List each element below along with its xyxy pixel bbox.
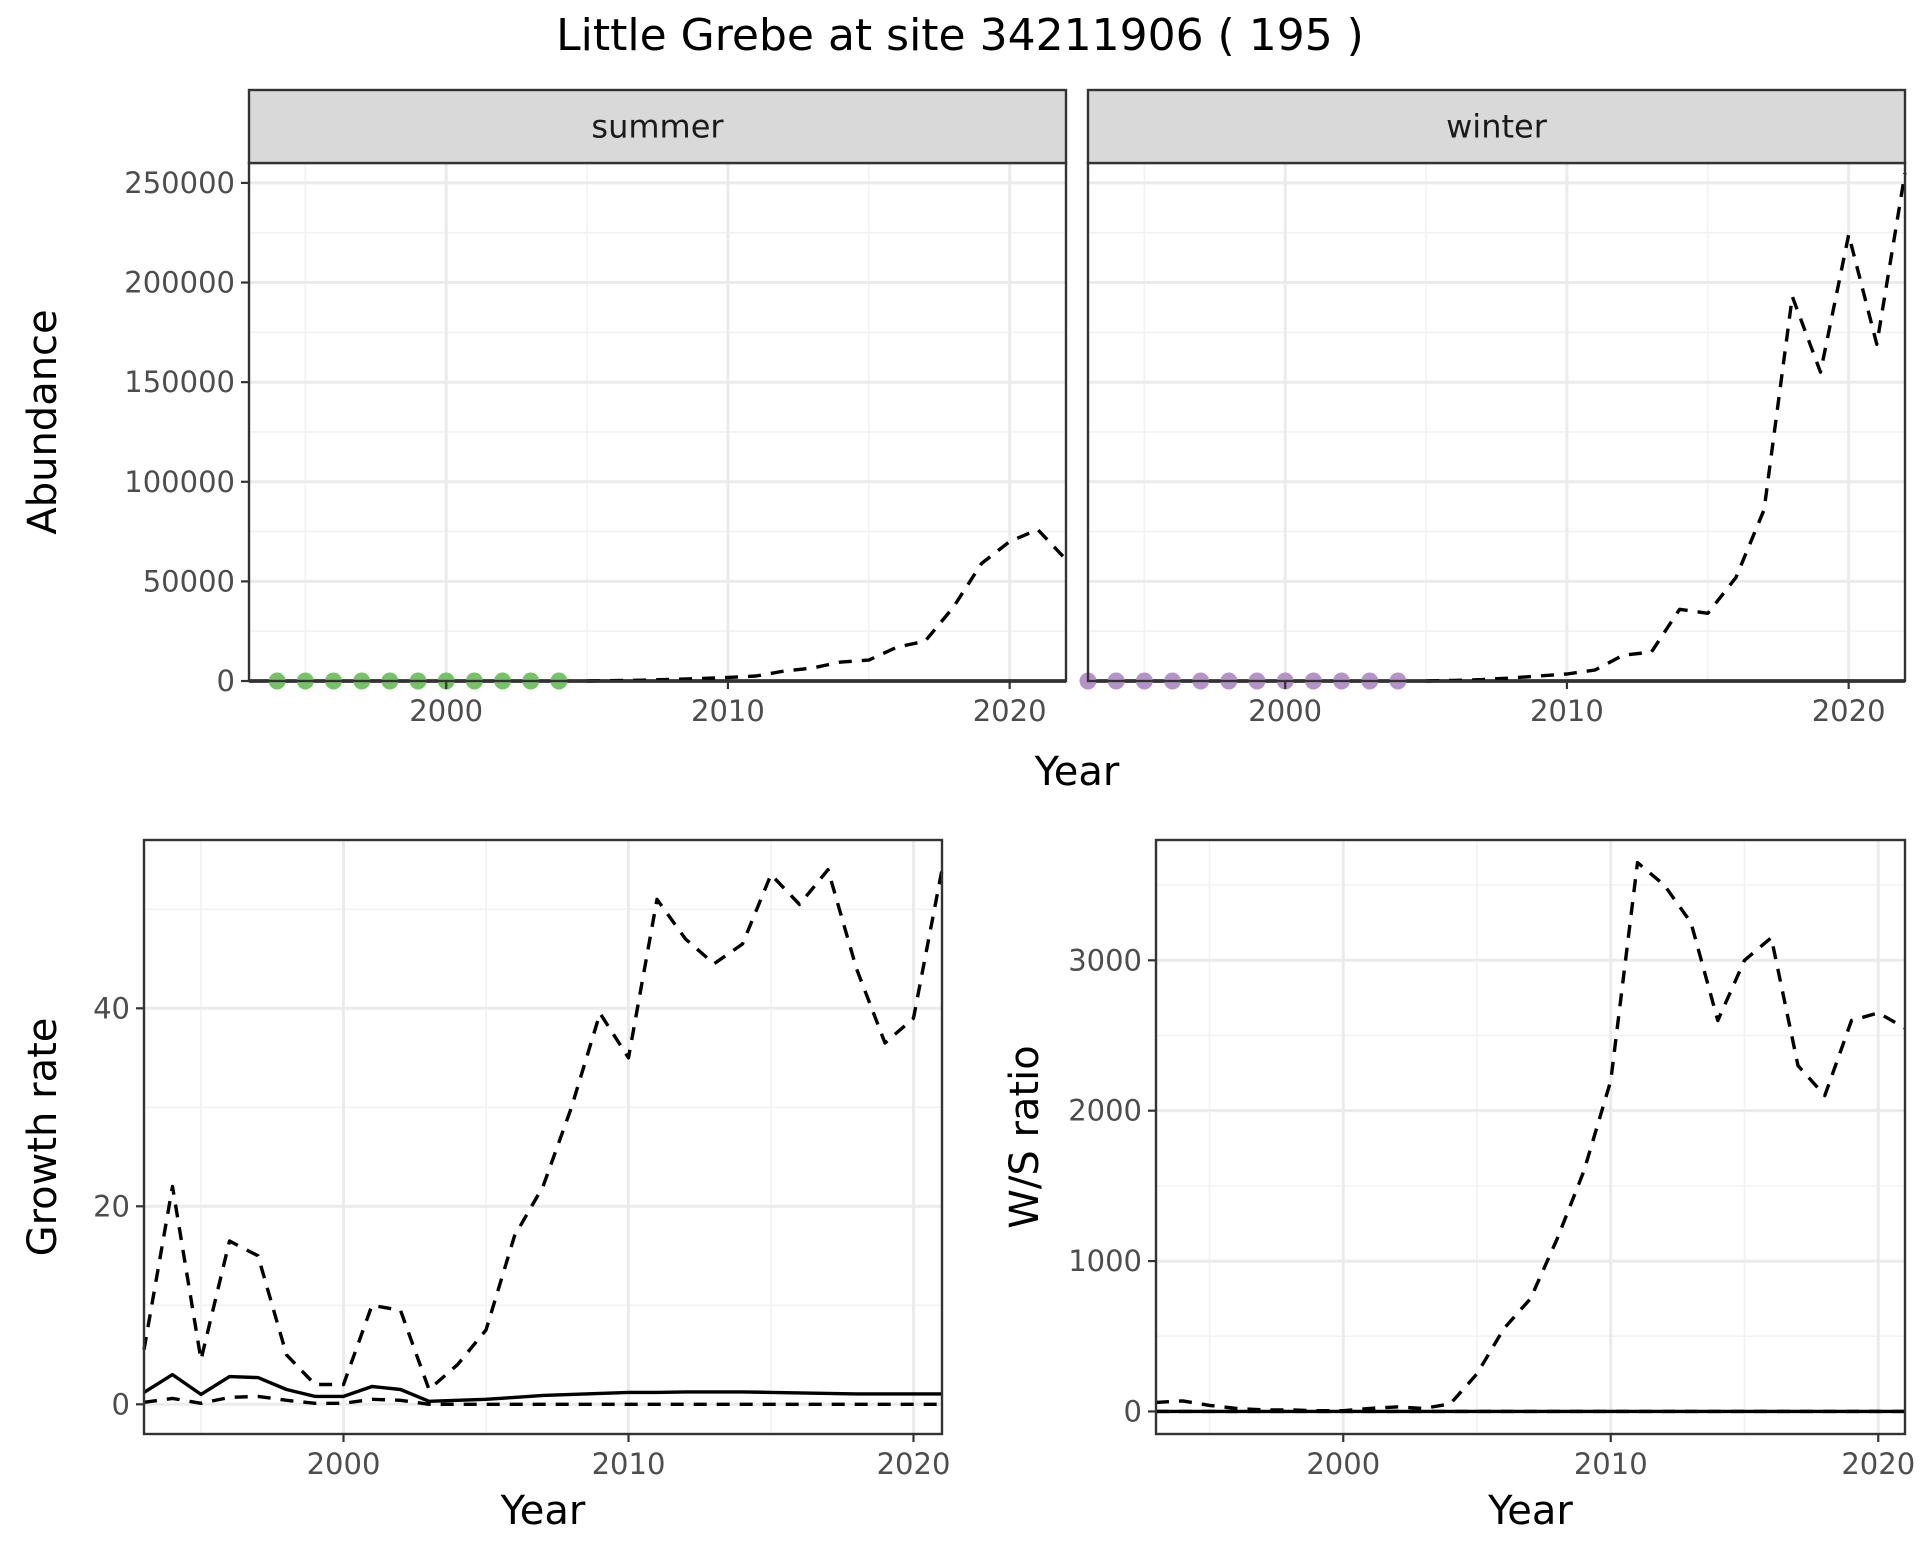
y-tick-label: 150000 (124, 365, 235, 399)
chart-panel-3: 2000 2010 2020 0 20 40 Year Growth rate (20, 838, 951, 1534)
chart-panel-4: 2000 2010 2020 0 1000 2000 3000 Year W/S ratio (1002, 838, 1915, 1534)
series-line-2 (142, 868, 944, 1392)
y-tick-label: 1000 (1068, 1244, 1142, 1278)
x-tick-label: 2020 (877, 1447, 951, 1481)
y-tick-label: 20 (93, 1189, 130, 1223)
facet-strip (247, 88, 1068, 165)
y-tick-label: 50000 (143, 564, 235, 598)
x-tick-label: 2000 (307, 1447, 381, 1481)
y-tick-label: 0 (217, 664, 235, 698)
x-axis-title: Year (500, 1488, 586, 1534)
y-axis-title: Growth rate (20, 1018, 66, 1257)
x-tick-label: 2000 (1306, 1447, 1380, 1481)
y-tick-label: 100000 (124, 465, 235, 499)
x-tick-label: 2010 (592, 1447, 666, 1481)
panel-border (247, 161, 1068, 683)
y-tick-label: 0 (112, 1387, 130, 1421)
y-axis-title: Abundance (20, 309, 66, 534)
x-axis-title: Year (1034, 749, 1120, 795)
series-line-2 (587, 527, 1068, 683)
y-tick-label: 250000 (124, 166, 235, 200)
series-line-1 (143, 1372, 942, 1404)
x-tick-label: 2020 (1841, 1447, 1915, 1481)
x-tick-label: 2010 (1530, 694, 1604, 728)
x-tick-label: 2020 (1812, 694, 1886, 728)
series-line-3 (143, 1394, 942, 1407)
chart-panel-2: winter 2000 2010 2020 (1079, 88, 1907, 728)
x-tick-label: 2020 (973, 694, 1047, 728)
x-axis-title: Year (1487, 1488, 1573, 1534)
x-tick-label: 2010 (691, 694, 765, 728)
y-tick-label: 3000 (1068, 943, 1142, 977)
series-line-2 (1155, 860, 1906, 1413)
facet-label: summer (591, 108, 724, 146)
panel-border (142, 838, 944, 1436)
panel-border (1154, 838, 1907, 1436)
facet-label: winter (1446, 108, 1548, 146)
x-tick-label: 2010 (1574, 1447, 1648, 1481)
y-tick-label: 0 (1124, 1394, 1142, 1428)
x-tick-label: 2000 (409, 694, 483, 728)
panel-border (1086, 161, 1907, 683)
x-tick-label: 2000 (1248, 694, 1322, 728)
y-axis-title: W/S ratio (1002, 1045, 1048, 1228)
y-tick-label: 2000 (1068, 1094, 1142, 1128)
y-tick-label: 40 (93, 991, 130, 1025)
chart-panel-1: summer 2000 2010 2020 0 50000 100000 150000 2000… (20, 88, 1068, 728)
series-line-2 (1426, 172, 1907, 683)
facet-strip (1086, 88, 1907, 165)
chart-title: Little Grebe at site 34211906 ( 195 ) (556, 10, 1364, 61)
y-tick-label: 200000 (124, 266, 235, 300)
